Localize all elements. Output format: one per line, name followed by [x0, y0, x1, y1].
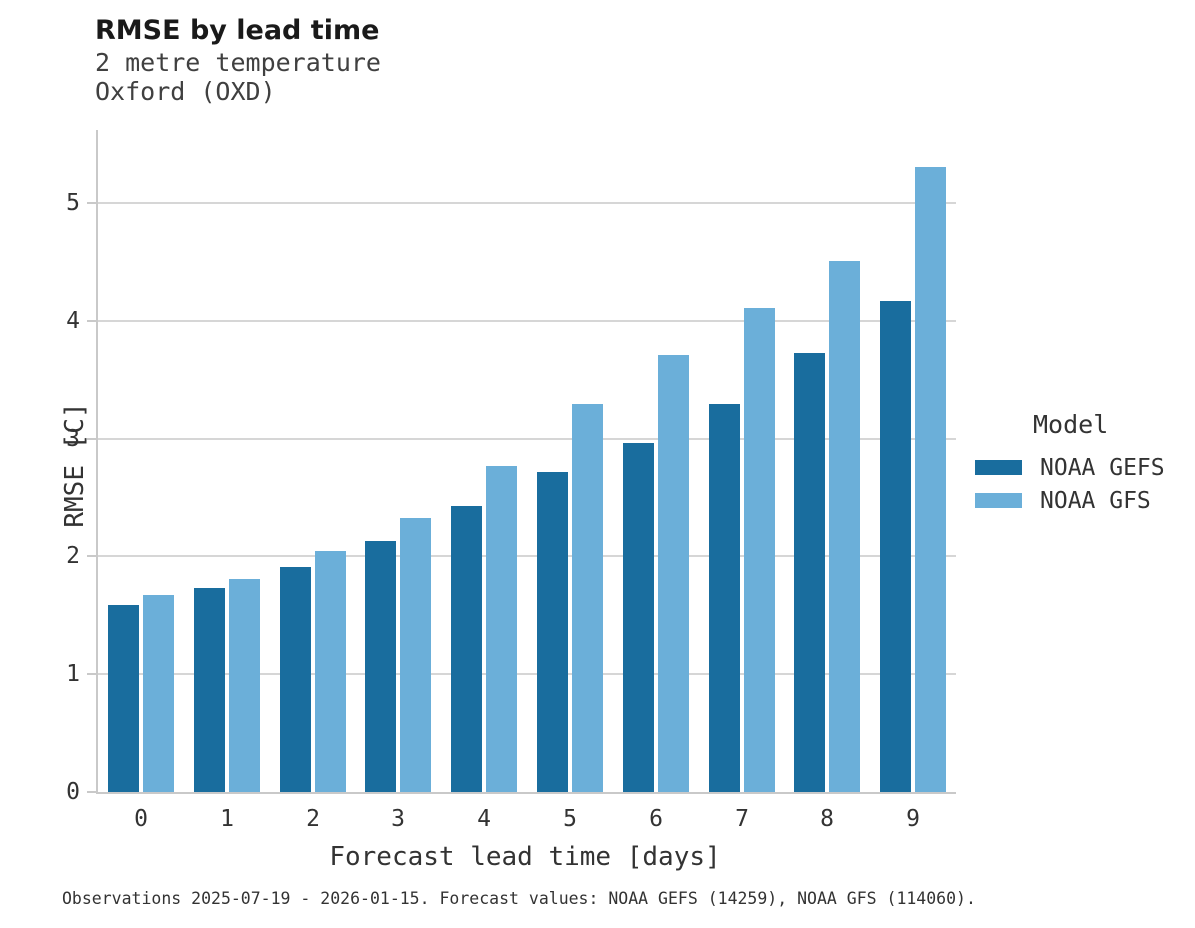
- y-tick-label-5: 5: [66, 190, 80, 217]
- y-tick-0: [87, 791, 96, 793]
- legend-label: NOAA GEFS: [1040, 454, 1165, 481]
- x-tick-label-8: 8: [820, 806, 834, 832]
- bar-noaa-gfs-lead-2: [315, 551, 346, 792]
- legend: Model NOAA GEFS NOAA GFS: [975, 410, 1165, 517]
- bar-noaa-gefs-lead-5: [537, 472, 568, 792]
- x-tick-label-9: 9: [906, 806, 920, 832]
- y-tick-4: [87, 319, 96, 322]
- chart-subtitle-variable: 2 metre temperature: [95, 48, 381, 77]
- y-tick-label-0: 0: [66, 779, 80, 805]
- legend-item-noaa-gfs: NOAA GFS: [975, 484, 1165, 517]
- gridline-y-1: [98, 673, 956, 676]
- x-axis-title: Forecast lead time [days]: [329, 842, 721, 872]
- y-tick-label-3: 3: [66, 425, 80, 452]
- bar-noaa-gefs-lead-1: [194, 588, 225, 792]
- bar-noaa-gefs-lead-4: [451, 506, 482, 792]
- bar-noaa-gefs-lead-2: [280, 567, 311, 792]
- bar-noaa-gefs-lead-6: [623, 443, 654, 792]
- chart-header: RMSE by lead time 2 metre temperature Ox…: [95, 14, 381, 106]
- bar-noaa-gfs-lead-6: [658, 355, 689, 792]
- x-tick-label-7: 7: [735, 806, 749, 832]
- bar-noaa-gfs-lead-4: [486, 466, 517, 792]
- y-tick-2: [87, 555, 96, 558]
- x-tick-label-3: 3: [391, 806, 405, 832]
- bar-noaa-gfs-lead-9: [915, 167, 946, 792]
- legend-items: NOAA GEFS NOAA GFS: [975, 451, 1165, 517]
- chart-title: RMSE by lead time: [95, 15, 380, 46]
- bar-noaa-gfs-lead-0: [143, 595, 174, 792]
- gridline-y-4: [98, 319, 956, 322]
- bar-noaa-gfs-lead-8: [829, 261, 860, 792]
- bar-noaa-gfs-lead-7: [744, 308, 775, 792]
- bar-noaa-gefs-lead-8: [794, 353, 825, 792]
- x-tick-label-6: 6: [649, 806, 663, 832]
- legend-item-noaa-gefs: NOAA GEFS: [975, 451, 1165, 484]
- x-tick-label-0: 0: [134, 806, 148, 832]
- bar-noaa-gfs-lead-1: [229, 579, 260, 792]
- bar-noaa-gefs-lead-0: [108, 605, 139, 792]
- gridline-y-2: [98, 555, 956, 558]
- y-tick-label-4: 4: [66, 307, 80, 334]
- bar-noaa-gefs-lead-3: [365, 541, 396, 792]
- footnote-caption: Observations 2025-07-19 - 2026-01-15. Fo…: [62, 889, 976, 908]
- y-tick-label-2: 2: [66, 543, 80, 570]
- x-tick-label-1: 1: [220, 806, 234, 832]
- x-tick-label-4: 4: [477, 806, 491, 832]
- y-tick-label-1: 1: [66, 661, 80, 688]
- y-tick-1: [87, 673, 96, 676]
- legend-label: NOAA GFS: [1040, 487, 1151, 514]
- y-tick-5: [87, 202, 96, 205]
- legend-swatch: [975, 493, 1022, 508]
- legend-swatch: [975, 460, 1022, 475]
- gridline-y-3: [98, 437, 956, 440]
- bar-noaa-gefs-lead-7: [709, 404, 740, 792]
- gridline-y-5: [98, 202, 956, 205]
- bar-noaa-gfs-lead-5: [572, 404, 603, 792]
- x-tick-label-5: 5: [563, 806, 577, 832]
- chart-subtitle-location: Oxford (OXD): [95, 77, 276, 106]
- x-tick-label-2: 2: [306, 806, 320, 832]
- legend-title: Model: [1033, 410, 1109, 439]
- y-axis-title: RMSE [C]: [60, 402, 90, 528]
- bar-noaa-gfs-lead-3: [400, 518, 431, 792]
- y-tick-3: [87, 437, 96, 440]
- plot-area: 0 1 2 3 4 5 0 1 2 3 4 5 6 7 8 9: [66, 130, 956, 832]
- bar-noaa-gefs-lead-9: [880, 301, 911, 792]
